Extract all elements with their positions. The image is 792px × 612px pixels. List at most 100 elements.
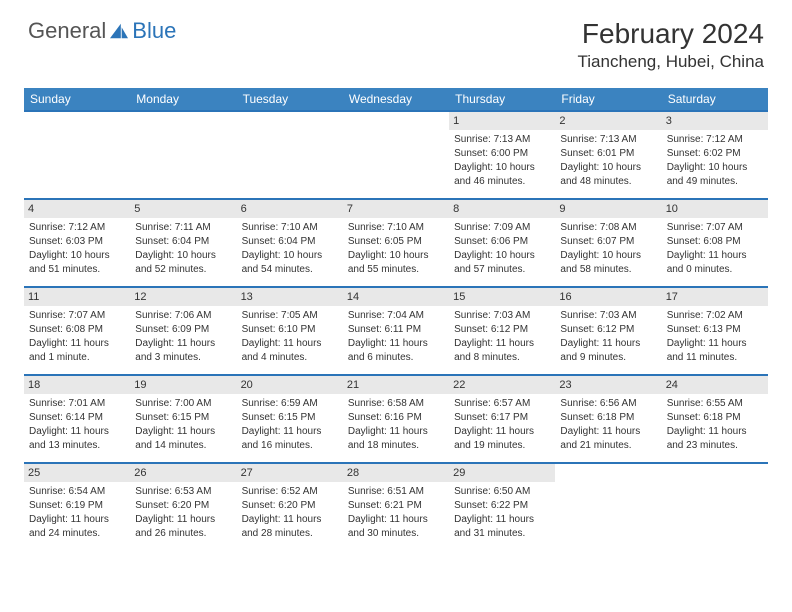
cell-daylight2: and 58 minutes. (560, 263, 656, 276)
cell-sunrise: Sunrise: 7:10 AM (348, 221, 444, 234)
calendar-day-cell: 6Sunrise: 7:10 AMSunset: 6:04 PMDaylight… (237, 199, 343, 287)
cell-sunrise: Sunrise: 7:03 AM (454, 309, 550, 322)
cell-sunset: Sunset: 6:12 PM (560, 323, 656, 336)
calendar-day-cell: 28Sunrise: 6:51 AMSunset: 6:21 PMDayligh… (343, 463, 449, 551)
cell-daylight2: and 13 minutes. (29, 439, 125, 452)
cell-sunset: Sunset: 6:11 PM (348, 323, 444, 336)
day-number: 18 (24, 376, 130, 394)
weekday-header: Saturday (662, 88, 768, 111)
cell-sunset: Sunset: 6:13 PM (667, 323, 763, 336)
calendar-day-cell: 17Sunrise: 7:02 AMSunset: 6:13 PMDayligh… (662, 287, 768, 375)
cell-sunrise: Sunrise: 7:01 AM (29, 397, 125, 410)
cell-daylight1: Daylight: 11 hours (29, 337, 125, 350)
calendar-day-cell: 11Sunrise: 7:07 AMSunset: 6:08 PMDayligh… (24, 287, 130, 375)
cell-sunrise: Sunrise: 7:04 AM (348, 309, 444, 322)
cell-daylight1: Daylight: 11 hours (135, 425, 231, 438)
day-number: 27 (237, 464, 343, 482)
weekday-header: Sunday (24, 88, 130, 111)
cell-sunset: Sunset: 6:21 PM (348, 499, 444, 512)
cell-daylight1: Daylight: 10 hours (560, 249, 656, 262)
cell-sunrise: Sunrise: 6:51 AM (348, 485, 444, 498)
cell-sunrise: Sunrise: 7:08 AM (560, 221, 656, 234)
day-number: 1 (449, 112, 555, 130)
cell-sunrise: Sunrise: 6:59 AM (242, 397, 338, 410)
cell-daylight1: Daylight: 11 hours (667, 425, 763, 438)
cell-daylight1: Daylight: 10 hours (29, 249, 125, 262)
cell-daylight2: and 28 minutes. (242, 527, 338, 540)
weekday-header: Monday (130, 88, 236, 111)
cell-sunset: Sunset: 6:20 PM (242, 499, 338, 512)
cell-sunset: Sunset: 6:09 PM (135, 323, 231, 336)
cell-daylight2: and 4 minutes. (242, 351, 338, 364)
cell-daylight1: Daylight: 11 hours (560, 425, 656, 438)
cell-sunset: Sunset: 6:00 PM (454, 147, 550, 160)
day-number: 5 (130, 200, 236, 218)
day-number: 23 (555, 376, 661, 394)
day-number (662, 464, 768, 482)
day-number: 20 (237, 376, 343, 394)
day-number: 4 (24, 200, 130, 218)
cell-sunset: Sunset: 6:20 PM (135, 499, 231, 512)
day-number: 10 (662, 200, 768, 218)
cell-sunset: Sunset: 6:04 PM (242, 235, 338, 248)
cell-daylight1: Daylight: 11 hours (667, 249, 763, 262)
cell-daylight2: and 54 minutes. (242, 263, 338, 276)
cell-sunrise: Sunrise: 7:07 AM (667, 221, 763, 234)
day-number: 24 (662, 376, 768, 394)
location: Tiancheng, Hubei, China (578, 52, 765, 72)
cell-sunset: Sunset: 6:19 PM (29, 499, 125, 512)
calendar-day-cell: 5Sunrise: 7:11 AMSunset: 6:04 PMDaylight… (130, 199, 236, 287)
cell-daylight2: and 57 minutes. (454, 263, 550, 276)
day-number: 16 (555, 288, 661, 306)
calendar-day-cell: 9Sunrise: 7:08 AMSunset: 6:07 PMDaylight… (555, 199, 661, 287)
day-number (24, 112, 130, 130)
cell-daylight2: and 48 minutes. (560, 175, 656, 188)
calendar-day-cell: 15Sunrise: 7:03 AMSunset: 6:12 PMDayligh… (449, 287, 555, 375)
day-number: 28 (343, 464, 449, 482)
cell-daylight2: and 31 minutes. (454, 527, 550, 540)
cell-daylight2: and 52 minutes. (135, 263, 231, 276)
calendar-day-cell: 2Sunrise: 7:13 AMSunset: 6:01 PMDaylight… (555, 111, 661, 199)
cell-sunset: Sunset: 6:10 PM (242, 323, 338, 336)
day-number: 13 (237, 288, 343, 306)
calendar-day-cell: 25Sunrise: 6:54 AMSunset: 6:19 PMDayligh… (24, 463, 130, 551)
cell-daylight2: and 21 minutes. (560, 439, 656, 452)
day-number: 2 (555, 112, 661, 130)
cell-sunset: Sunset: 6:08 PM (667, 235, 763, 248)
logo: General Blue (28, 18, 176, 44)
cell-daylight2: and 8 minutes. (454, 351, 550, 364)
cell-sunset: Sunset: 6:06 PM (454, 235, 550, 248)
cell-sunset: Sunset: 6:17 PM (454, 411, 550, 424)
cell-daylight2: and 6 minutes. (348, 351, 444, 364)
calendar-day-cell: 7Sunrise: 7:10 AMSunset: 6:05 PMDaylight… (343, 199, 449, 287)
day-number (555, 464, 661, 482)
day-number: 29 (449, 464, 555, 482)
cell-sunset: Sunset: 6:08 PM (29, 323, 125, 336)
calendar-day-cell (24, 111, 130, 199)
cell-daylight1: Daylight: 11 hours (454, 337, 550, 350)
cell-daylight2: and 51 minutes. (29, 263, 125, 276)
calendar-day-cell: 18Sunrise: 7:01 AMSunset: 6:14 PMDayligh… (24, 375, 130, 463)
cell-daylight1: Daylight: 11 hours (242, 337, 338, 350)
cell-sunrise: Sunrise: 6:58 AM (348, 397, 444, 410)
cell-sunset: Sunset: 6:16 PM (348, 411, 444, 424)
cell-sunrise: Sunrise: 6:56 AM (560, 397, 656, 410)
logo-text-blue: Blue (132, 18, 176, 44)
cell-daylight2: and 18 minutes. (348, 439, 444, 452)
cell-sunset: Sunset: 6:22 PM (454, 499, 550, 512)
calendar-day-cell (662, 463, 768, 551)
cell-sunrise: Sunrise: 7:12 AM (29, 221, 125, 234)
weekday-header: Friday (555, 88, 661, 111)
cell-daylight2: and 1 minute. (29, 351, 125, 364)
day-number: 22 (449, 376, 555, 394)
cell-sunset: Sunset: 6:14 PM (29, 411, 125, 424)
calendar-week-row: 4Sunrise: 7:12 AMSunset: 6:03 PMDaylight… (24, 199, 768, 287)
cell-daylight2: and 23 minutes. (667, 439, 763, 452)
cell-daylight2: and 55 minutes. (348, 263, 444, 276)
calendar-week-row: 1Sunrise: 7:13 AMSunset: 6:00 PMDaylight… (24, 111, 768, 199)
cell-sunset: Sunset: 6:02 PM (667, 147, 763, 160)
cell-daylight1: Daylight: 11 hours (29, 513, 125, 526)
cell-daylight1: Daylight: 11 hours (348, 425, 444, 438)
cell-sunrise: Sunrise: 6:54 AM (29, 485, 125, 498)
day-number: 7 (343, 200, 449, 218)
